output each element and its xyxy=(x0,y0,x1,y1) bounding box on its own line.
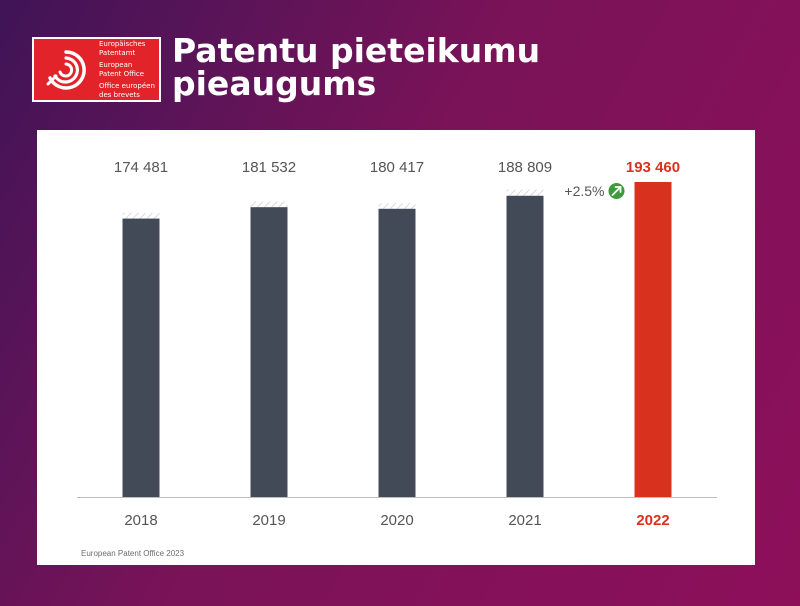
x-tick-label: 2020 xyxy=(380,512,413,529)
bar xyxy=(507,196,544,497)
bar-value-label: 188 809 xyxy=(498,159,552,176)
x-tick-label: 2019 xyxy=(252,512,285,529)
bar xyxy=(123,219,160,497)
bar xyxy=(635,182,672,497)
logo-line: Patent Office xyxy=(99,70,155,79)
x-tick-label: 2022 xyxy=(636,512,669,529)
logo-line: European xyxy=(99,61,155,70)
logo-line: Office européen xyxy=(99,82,155,91)
chart-panel: 174 481 2018 181 532 2019 180 417 2020 188 809… xyxy=(37,130,755,565)
bar-value-label: 181 532 xyxy=(242,159,296,176)
epo-logo-mark-icon xyxy=(34,39,98,100)
logo-line: des brevets xyxy=(99,91,155,100)
bar-value-label: 193 460 xyxy=(626,159,680,176)
bar-hatched-segment xyxy=(507,190,544,196)
bar xyxy=(251,207,288,497)
bar xyxy=(379,209,416,497)
growth-annotation: +2.5% xyxy=(564,183,604,199)
bar-hatched-segment xyxy=(251,201,288,207)
bar-value-label: 174 481 xyxy=(114,159,168,176)
epo-logo-text: Europäisches Patentamt European Patent O… xyxy=(98,40,155,99)
x-tick-label: 2018 xyxy=(124,512,157,529)
bar-value-label: 180 417 xyxy=(370,159,424,176)
bar-hatched-segment xyxy=(123,213,160,219)
bar-hatched-segment xyxy=(379,203,416,209)
source-note: European Patent Office 2023 xyxy=(81,549,184,558)
epo-logo: Europäisches Patentamt European Patent O… xyxy=(32,37,161,102)
page-title: Patentu pieteikumu pieaugums xyxy=(172,34,592,100)
x-tick-label: 2021 xyxy=(508,512,541,529)
logo-line: Patentamt xyxy=(99,49,155,58)
logo-line: Europäisches xyxy=(99,40,155,49)
bar-chart: 174 481 2018 181 532 2019 180 417 2020 188 809… xyxy=(37,130,755,565)
